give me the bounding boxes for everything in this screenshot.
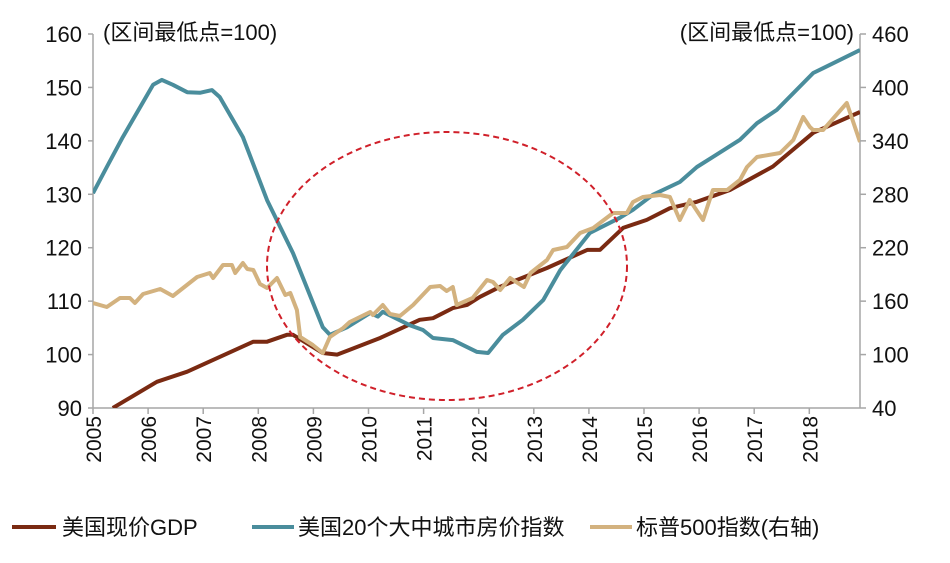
left-y-tick-label: 130 xyxy=(45,182,82,207)
series-line-0 xyxy=(111,110,860,408)
x-tick-label: 2016 xyxy=(689,416,712,463)
left-y-tick-label: 140 xyxy=(45,129,82,154)
series-line-2 xyxy=(93,101,860,355)
series-line-1 xyxy=(93,48,860,355)
left-y-tick-label: 90 xyxy=(58,396,82,421)
x-tick-label: 2013 xyxy=(524,416,547,463)
x-tick-label: 2014 xyxy=(579,416,602,463)
right-y-tick-label: 400 xyxy=(872,75,909,100)
left-axis-note: (区间最低点=100) xyxy=(103,20,277,45)
left-y-tick-label: 100 xyxy=(45,343,82,368)
right-y-tick-label: 460 xyxy=(872,22,909,47)
x-tick-label: 2008 xyxy=(248,416,271,463)
x-tick-label: 2012 xyxy=(469,416,492,463)
right-y-tick-label: 280 xyxy=(872,182,909,207)
left-y-tick-label: 150 xyxy=(45,75,82,100)
legend-label-sp500: 标普500指数(右轴) xyxy=(636,515,819,540)
highlight-ellipse xyxy=(266,131,628,401)
x-tick-label: 2005 xyxy=(83,416,106,463)
axes: 90 100 110 120 130 140 150 160 40 100 160 220 280 340… xyxy=(45,22,908,463)
legend: 美国现价GDP 美国20个大中城市房价指数 标普500指数(右轴) xyxy=(12,515,819,540)
right-y-tick-label: 100 xyxy=(872,343,909,368)
x-tick-label: 2011 xyxy=(414,416,437,461)
x-tick-label: 2007 xyxy=(193,416,216,463)
left-y-tick-label: 110 xyxy=(47,289,82,314)
x-tick-label: 2015 xyxy=(634,416,657,463)
x-tick-label: 2010 xyxy=(359,416,382,463)
x-tick-label: 2017 xyxy=(744,416,767,463)
x-tick-label: 2018 xyxy=(799,416,822,463)
legend-label-house-price: 美国20个大中城市房价指数 xyxy=(298,515,564,540)
right-axis-note: (区间最低点=100) xyxy=(680,20,854,45)
legend-label-gdp: 美国现价GDP xyxy=(62,515,198,540)
right-y-tick-label: 340 xyxy=(872,129,909,154)
x-tick-label: 2009 xyxy=(303,416,326,463)
left-y-tick-label: 160 xyxy=(45,22,82,47)
right-y-tick-label: 220 xyxy=(872,236,909,261)
right-y-tick-label: 160 xyxy=(872,289,909,314)
series-lines xyxy=(93,48,860,408)
x-tick-label: 2006 xyxy=(138,416,161,463)
right-y-tick-label: 40 xyxy=(872,396,896,421)
left-y-tick-label: 120 xyxy=(45,236,82,261)
